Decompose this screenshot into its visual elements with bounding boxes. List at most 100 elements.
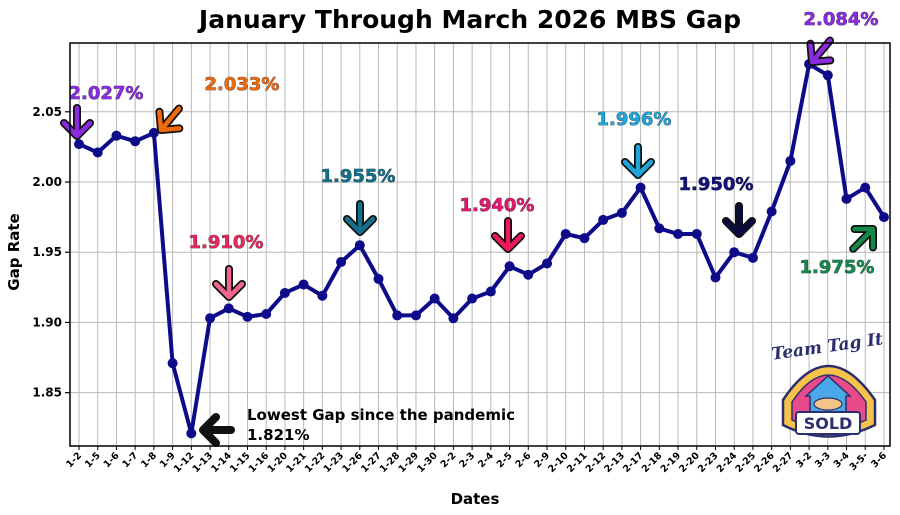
data-point bbox=[317, 290, 328, 301]
x-tick-label: 1-30 bbox=[415, 450, 440, 475]
annotation-label: 2.027% bbox=[69, 83, 144, 104]
data-point bbox=[579, 233, 590, 244]
x-tick-label: 3-3 bbox=[813, 450, 833, 470]
x-tick-label: 2-6 bbox=[513, 450, 533, 470]
x-tick-label: 1-13 bbox=[191, 450, 216, 475]
sold-plate bbox=[795, 411, 861, 435]
x-tick-label: 2-2 bbox=[439, 450, 459, 470]
data-point bbox=[148, 127, 159, 138]
x-tick-label: 2-19 bbox=[659, 450, 684, 475]
data-point bbox=[298, 279, 309, 290]
x-tick-label: 1-28 bbox=[378, 450, 403, 475]
annotation-arrow-icon bbox=[806, 36, 835, 66]
data-point bbox=[504, 261, 515, 272]
x-tick-label: 2-26 bbox=[752, 450, 777, 475]
y-axis-ticks: 1.85 1.90 1.95 2.00 2.05 bbox=[32, 105, 70, 400]
x-tick-label: 1-16 bbox=[247, 450, 272, 475]
annotation-arrow-icon bbox=[621, 143, 655, 179]
x-tick-label: 1-27 bbox=[359, 450, 384, 475]
y-tick-label: 1.85 bbox=[32, 386, 62, 400]
data-point bbox=[691, 228, 702, 239]
lowest-note-line2: 1.821% bbox=[247, 426, 309, 444]
x-tick-label: 1-7 bbox=[120, 450, 140, 470]
x-tick-label: 2-5 bbox=[495, 450, 515, 470]
x-tick-label: 3-2 bbox=[794, 450, 814, 470]
x-tick-label: 1-23 bbox=[322, 450, 347, 475]
x-tick-label: 2-18 bbox=[640, 450, 665, 475]
data-point bbox=[523, 269, 534, 280]
data-point bbox=[92, 147, 103, 158]
data-point bbox=[223, 303, 234, 314]
data-point bbox=[74, 139, 84, 150]
data-point bbox=[785, 155, 796, 166]
chart-title: January Through March 2026 MBS Gap bbox=[197, 5, 741, 34]
data-point bbox=[279, 287, 290, 298]
data-point bbox=[598, 214, 609, 225]
annotation-label: 1.996% bbox=[597, 109, 672, 130]
x-tick-label: 1-20 bbox=[265, 450, 290, 475]
annotations: 2.027% 2.033% 1.910% 1.955% 1.940% 1.996% 1.95… bbox=[60, 9, 879, 447]
x-tick-label: 2-20 bbox=[677, 450, 702, 475]
x-tick-label: 2-17 bbox=[621, 450, 646, 475]
x-tick-label: 1-5 bbox=[83, 450, 103, 470]
data-point bbox=[841, 193, 852, 204]
data-point bbox=[429, 293, 440, 304]
x-tick-label: 2-23 bbox=[696, 450, 721, 475]
data-point bbox=[710, 272, 721, 283]
x-tick-label: 1-6 bbox=[102, 450, 122, 470]
series-gap-rate bbox=[74, 59, 889, 439]
data-point bbox=[186, 428, 197, 439]
annotation-arrow-icon bbox=[722, 202, 756, 238]
data-point bbox=[467, 293, 478, 304]
logo-sold-text: SOLD bbox=[804, 414, 853, 433]
data-point bbox=[635, 182, 646, 193]
x-tick-label: 1-26 bbox=[340, 450, 365, 475]
data-point bbox=[878, 212, 889, 223]
annotation-arrow-icon bbox=[212, 265, 246, 301]
annotation-arrow-icon bbox=[343, 200, 377, 236]
x-tick-label: 1-15 bbox=[228, 450, 253, 475]
data-point bbox=[448, 313, 459, 324]
y-tick-label: 2.00 bbox=[32, 175, 62, 189]
data-point bbox=[261, 309, 272, 320]
x-tick-label: 1-14 bbox=[209, 450, 234, 475]
data-point bbox=[336, 257, 347, 268]
data-point bbox=[205, 313, 216, 324]
x-tick-label: 2-27 bbox=[771, 450, 796, 475]
data-point bbox=[392, 310, 403, 321]
data-point bbox=[766, 206, 777, 217]
lowest-note-line1: Lowest Gap since the pandemic bbox=[247, 406, 515, 424]
handshake-icon bbox=[813, 397, 843, 411]
x-tick-label: 1-8 bbox=[139, 450, 159, 470]
data-point bbox=[485, 286, 496, 297]
data-point bbox=[542, 258, 552, 269]
data-point bbox=[860, 182, 871, 193]
annotation-arrow-icon bbox=[849, 225, 877, 253]
data-point bbox=[729, 247, 740, 258]
x-tick-label: 2-25 bbox=[733, 450, 758, 475]
y-tick-label: 1.95 bbox=[32, 245, 62, 259]
data-point bbox=[822, 70, 833, 81]
data-point bbox=[654, 223, 665, 234]
annotation-label: 1.950% bbox=[679, 174, 754, 195]
data-point bbox=[354, 240, 365, 251]
data-point bbox=[673, 228, 684, 239]
team-tag-it-sold-logo: SOLD Team Tag It bbox=[770, 329, 884, 438]
data-point bbox=[167, 358, 178, 369]
annotation-label: 1.975% bbox=[800, 257, 875, 278]
annotation-arrow-icon bbox=[155, 104, 184, 134]
x-axis-label: Dates bbox=[451, 490, 500, 508]
x-tick-label: 1-2 bbox=[64, 450, 84, 470]
y-axis-label: Gap Rate bbox=[5, 213, 23, 290]
annotation-arrow-icon bbox=[491, 217, 525, 253]
data-point bbox=[410, 310, 421, 321]
annotation-label: 2.033% bbox=[205, 74, 280, 95]
x-tick-label: 2-4 bbox=[476, 450, 496, 470]
x-tick-label: 1-22 bbox=[303, 450, 328, 475]
annotation-label: 1.940% bbox=[460, 195, 535, 216]
data-point bbox=[242, 311, 253, 322]
data-point bbox=[560, 228, 571, 239]
data-point bbox=[111, 130, 122, 141]
x-tick-label: 1-21 bbox=[284, 450, 309, 475]
